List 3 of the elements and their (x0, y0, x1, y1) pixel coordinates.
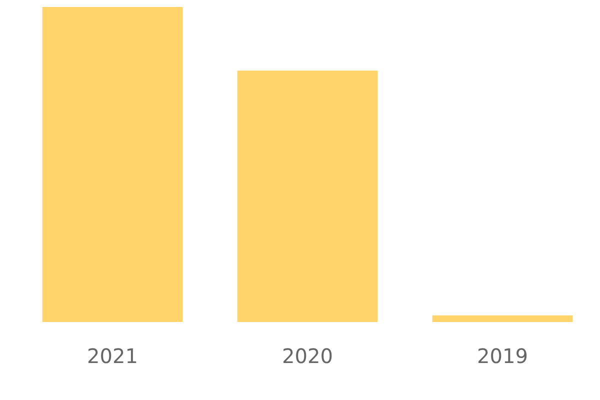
x-tick-label: 2021 (87, 344, 138, 368)
x-tick-label: 2020 (282, 344, 333, 368)
x-tick-label: 2019 (477, 344, 528, 368)
